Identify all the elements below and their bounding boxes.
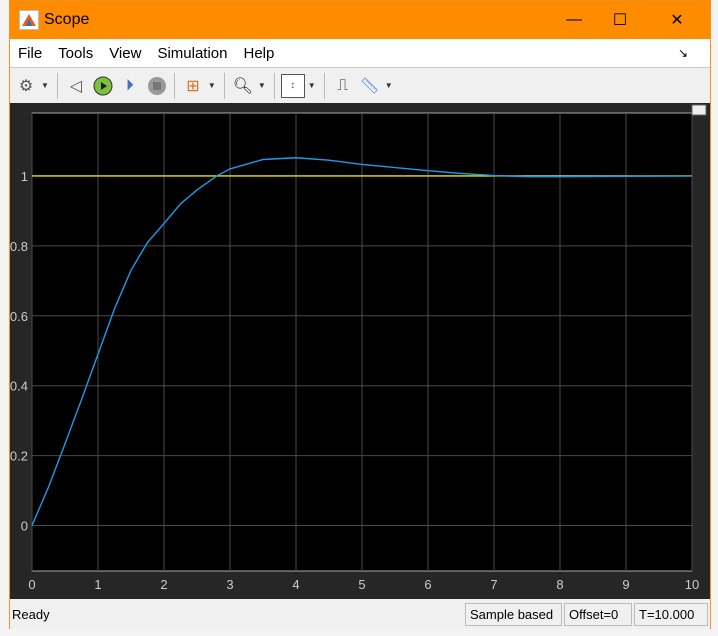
x-tick-label: 6 <box>424 577 431 592</box>
undock-axes-icon <box>691 104 707 116</box>
response-line <box>31 157 693 526</box>
status-bar: Ready Sample based Offset=0 T=10.000 <box>10 599 710 629</box>
status-offset: Offset=0 <box>564 603 632 626</box>
menu-simulation[interactable]: Simulation <box>157 44 228 62</box>
maximize-button[interactable]: ☐ <box>612 12 628 29</box>
separator <box>273 72 275 99</box>
x-tick-label: 5 <box>358 577 365 592</box>
settings-dropdown[interactable]: ▼ <box>41 81 49 90</box>
x-tick-label: 1 <box>94 577 101 592</box>
menu-help[interactable]: Help <box>243 44 275 62</box>
separator <box>56 72 58 99</box>
y-tick-label: 0.6 <box>10 309 28 324</box>
x-tick-label: 2 <box>160 577 167 592</box>
scope-window: Scope — ☐ ✕ File Tools View Simulation H… <box>9 0 711 629</box>
measurements-icon[interactable]: 📏︎ <box>359 77 380 95</box>
menu-tools[interactable]: Tools <box>58 44 94 62</box>
separator <box>173 72 175 99</box>
x-tick-label: 0 <box>28 577 35 592</box>
title-bar: Scope — ☐ ✕ <box>10 1 710 39</box>
signal-dropdown[interactable]: ▼ <box>207 81 216 90</box>
toolbar: ⚙ ▼ ◁ ⏵ ⊞ ▼ 🔍︎ ▼ ↕ ▼ ⎍ 📏︎ ▼ <box>10 67 710 103</box>
matlab-logo-icon <box>19 10 39 30</box>
close-button[interactable]: ✕ <box>670 12 684 29</box>
measurements-dropdown[interactable]: ▼ <box>384 81 393 90</box>
triggers-icon[interactable]: ⎍ <box>337 76 349 94</box>
y-tick-label: 0 <box>21 519 28 534</box>
menu-bar: File Tools View Simulation Help ↘ <box>10 39 710 67</box>
signal-selector-icon[interactable]: ⊞ <box>186 77 200 95</box>
y-tick-label: 1 <box>21 169 28 184</box>
y-tick-label: 0.4 <box>10 379 28 394</box>
status-ready: Ready <box>12 607 50 622</box>
status-mode: Sample based <box>465 603 562 626</box>
step-back-icon[interactable]: ◁ <box>69 77 83 95</box>
x-tick-label: 10 <box>685 577 699 592</box>
scale-axes-icon[interactable]: ↕ <box>280 73 305 98</box>
settings-icon[interactable]: ⚙ <box>18 77 34 95</box>
zoom-in-icon[interactable]: 🔍︎ <box>232 77 253 95</box>
x-tick-label: 8 <box>556 577 563 592</box>
y-tick-label: 0.8 <box>10 239 28 254</box>
x-tick-label: 7 <box>490 577 497 592</box>
minimize-button[interactable]: — <box>566 11 582 28</box>
scope-axes[interactable]: 0 1 2 3 4 5 6 7 8 9 10 0 0.2 0.4 0.6 0.8 1 <box>10 103 710 599</box>
step-forward-icon[interactable]: ⏵ <box>125 76 134 94</box>
x-tick-label: 9 <box>622 577 629 592</box>
separator <box>323 72 325 99</box>
plot-panel: 0 1 2 3 4 5 6 7 8 9 10 0 0.2 0.4 0.6 0.8 1 <box>10 103 710 599</box>
window-title: Scope <box>44 11 90 28</box>
x-tick-label: 4 <box>292 577 299 592</box>
y-tick-label: 0.2 <box>10 449 28 464</box>
stop-icon[interactable] <box>145 74 169 98</box>
menu-view[interactable]: View <box>109 44 142 62</box>
zoom-dropdown[interactable]: ▼ <box>257 81 266 90</box>
separator <box>223 72 225 99</box>
scale-dropdown[interactable]: ▼ <box>307 81 316 90</box>
dock-icon[interactable]: ↘ <box>677 46 688 60</box>
menu-file[interactable]: File <box>18 44 43 62</box>
status-time: T=10.000 <box>634 603 708 626</box>
run-icon[interactable] <box>91 74 115 98</box>
x-tick-label: 3 <box>226 577 233 592</box>
